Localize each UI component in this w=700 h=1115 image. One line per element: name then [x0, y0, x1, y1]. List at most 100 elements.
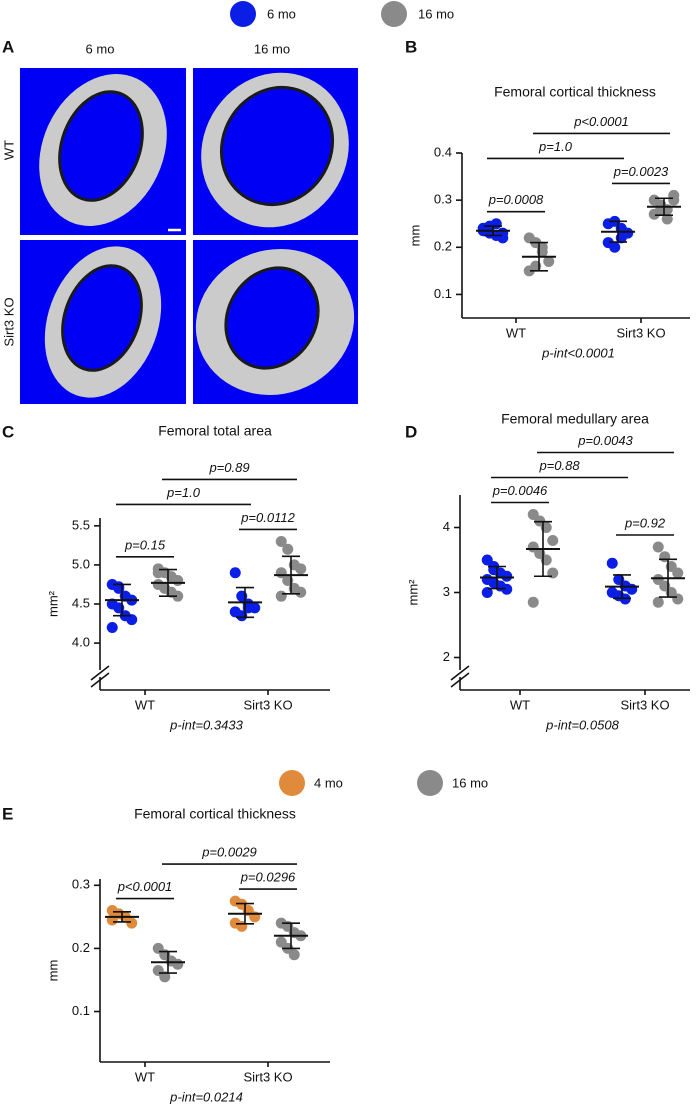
data-point [172, 575, 184, 587]
panel-letter: B [405, 37, 417, 56]
y-axis-label: mm² [405, 579, 420, 606]
data-point [606, 557, 618, 569]
bone-marrow [58, 90, 144, 202]
legend-marker [381, 1, 407, 27]
y-tick-label: 4.5 [72, 595, 90, 610]
data-point [275, 590, 287, 602]
y-tick-label: 5.5 [72, 517, 90, 532]
panel-letter: C [2, 422, 14, 441]
y-axis-label: mm [407, 225, 422, 247]
p-value: p=0.0296 [240, 870, 296, 885]
p-value: p=0.0029 [201, 845, 257, 860]
legend-label: 4 mo [314, 775, 343, 790]
legend-marker [279, 770, 305, 796]
panel-letter: A [2, 37, 14, 56]
x-tick-label: WT [510, 697, 530, 712]
y-tick-label: 2 [443, 649, 450, 664]
panel-letter: D [405, 422, 417, 441]
data-point [288, 949, 300, 961]
bone-marrow [224, 266, 320, 370]
data-point [295, 586, 307, 598]
legend-label: 16 mo [418, 6, 454, 21]
bone-marrow [61, 264, 143, 372]
legend-marker [417, 770, 443, 796]
data-point [159, 971, 171, 983]
p-value: p<0.0001 [117, 879, 173, 894]
data-point [172, 590, 184, 602]
p-value: p=0.0043 [577, 433, 633, 448]
data-point [126, 917, 138, 929]
data-point [527, 596, 539, 608]
legend-marker [230, 1, 256, 27]
legend-label: 16 mo [452, 775, 488, 790]
p-value: p=0.0008 [488, 192, 544, 207]
footnote: p-int<0.0001 [541, 345, 615, 360]
data-point [501, 583, 513, 595]
y-tick-label: 0.1 [434, 286, 452, 301]
bone-marrow [219, 85, 335, 207]
data-point [477, 222, 489, 234]
axis-break [450, 672, 470, 688]
chart-title: Femoral medullary area [501, 411, 649, 427]
p-value: p=0.88 [538, 458, 580, 473]
data-point [661, 213, 673, 225]
x-tick-label: Sirt3 KO [243, 1069, 292, 1084]
data-point [275, 535, 287, 547]
y-tick-label: 0.2 [72, 940, 90, 955]
column-label: 16 mo [254, 41, 290, 56]
x-tick-label: WT [506, 325, 526, 340]
column-label: 6 mo [86, 41, 115, 56]
legend-label: 6 mo [267, 6, 296, 21]
data-point [497, 227, 509, 239]
axis-break [90, 665, 110, 681]
y-tick-label: 3 [443, 584, 450, 599]
data-point [106, 621, 118, 633]
data-point [626, 583, 638, 595]
x-tick-label: WT [135, 1069, 155, 1084]
y-axis-label: mm² [45, 590, 60, 617]
p-value: p=0.89 [208, 460, 249, 475]
y-tick-label: 0.1 [72, 1003, 90, 1018]
data-point [652, 541, 664, 553]
y-tick-label: 0.4 [434, 144, 452, 159]
x-tick-label: Sirt3 KO [620, 697, 669, 712]
y-tick-label: 4 [443, 519, 450, 534]
data-point [481, 587, 493, 598]
row-label: Sirt3 KO [1, 297, 16, 346]
footnote: p-int=0.3433 [169, 717, 243, 732]
data-point [547, 535, 559, 546]
p-value: p=0.0023 [613, 164, 669, 179]
data-point [282, 543, 294, 555]
p-value: p=1.0 [166, 485, 201, 500]
row-label: WT [1, 140, 16, 160]
y-tick-label: 0.2 [434, 239, 452, 254]
chart-title: Femoral cortical thickness [494, 84, 656, 100]
axis-break [90, 672, 110, 688]
data-point [229, 567, 241, 579]
data-point [672, 567, 684, 579]
data-point [172, 958, 184, 970]
x-tick-label: Sirt3 KO [243, 697, 292, 712]
p-value: p=0.15 [124, 537, 166, 552]
panel-a: A 6 mo 16 mo WT Sirt3 KO [1, 37, 358, 404]
data-point [609, 241, 621, 253]
x-tick-label: WT [135, 697, 155, 712]
panel-letter: E [2, 804, 13, 823]
p-value: p=0.92 [624, 515, 666, 530]
p-value: p=0.0112 [240, 510, 295, 525]
data-point [543, 255, 555, 267]
footnote: p-int=0.0214 [169, 1089, 243, 1104]
chart-title: Femoral cortical thickness [134, 806, 296, 822]
x-tick-label: Sirt3 KO [616, 325, 665, 340]
p-value: p=1.0 [538, 139, 573, 154]
p-value: p<0.0001 [573, 114, 629, 129]
footnote: p-int=0.0508 [545, 717, 619, 732]
p-value: p=0.0046 [492, 483, 548, 498]
y-tick-label: 0.3 [72, 877, 90, 892]
data-point [126, 614, 138, 626]
data-point [672, 593, 684, 605]
axis-break [450, 665, 470, 681]
y-axis-label: mm [45, 960, 60, 982]
chart-title: Femoral total area [158, 423, 272, 439]
